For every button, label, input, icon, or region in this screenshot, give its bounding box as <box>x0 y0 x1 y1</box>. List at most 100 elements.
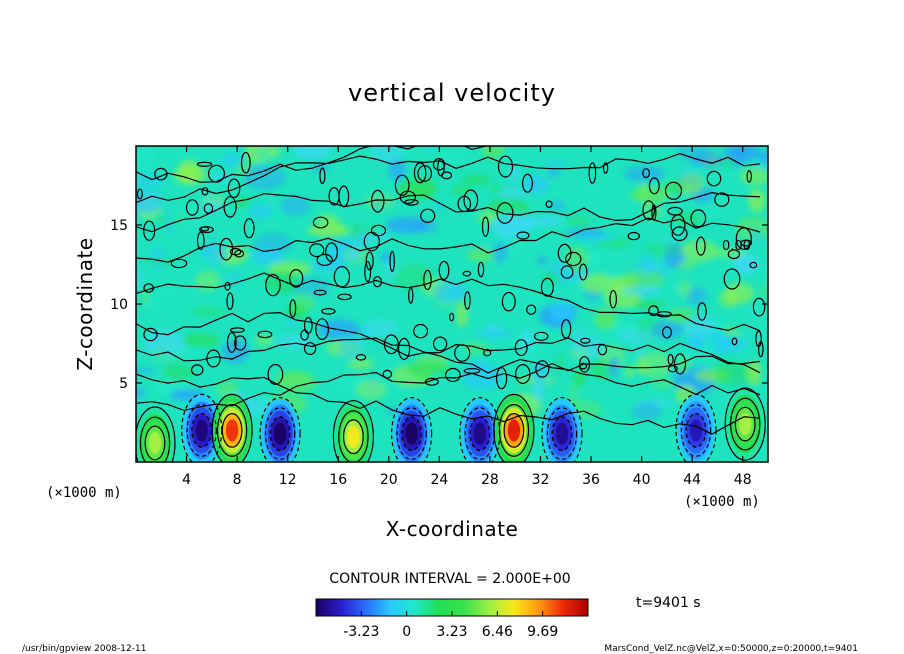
contour-loop <box>441 171 453 180</box>
contour-loop <box>541 397 583 462</box>
field-cells <box>136 389 765 462</box>
contour-loop <box>303 342 317 356</box>
x-unit-left: (×1000 m) <box>46 485 122 501</box>
texture-blob <box>569 382 578 406</box>
texture-blob <box>146 300 163 312</box>
contour-loop <box>389 250 395 272</box>
contour-value-label: 0.00 <box>722 239 751 254</box>
contour-loop <box>216 404 248 457</box>
texture-blob <box>250 247 285 265</box>
cell-ring <box>225 419 239 442</box>
contour-line <box>136 217 761 263</box>
contour-loop <box>697 302 707 321</box>
x-tick-label: 20 <box>380 472 398 488</box>
contour-loop <box>313 289 327 296</box>
contour-loop <box>671 226 688 242</box>
colorbar-tick-label: 3.23 <box>436 624 467 640</box>
texture-blob <box>695 208 726 215</box>
contour-loop <box>462 270 472 277</box>
texture-blob <box>508 163 519 182</box>
x-axis-ticks: 4 8 12 16 20 24 28 32 36 40 44 48 <box>182 146 752 488</box>
texture-blob <box>221 153 247 168</box>
contour-loop <box>565 251 582 267</box>
texture-blob <box>670 284 679 297</box>
contour-loop <box>648 305 659 317</box>
x-tick-label: 16 <box>329 472 347 488</box>
texture-blob <box>355 379 387 400</box>
contour-line <box>136 152 761 204</box>
contour-loop <box>493 393 535 462</box>
texture-blob <box>617 329 659 344</box>
texture-blob <box>621 270 665 290</box>
chart-title: vertical velocity <box>348 79 556 107</box>
texture-blob <box>550 299 574 323</box>
field-cell <box>213 395 252 462</box>
contour-loop <box>300 329 309 341</box>
plot-area: 0.00 <box>135 145 769 463</box>
contour-loop <box>316 253 333 266</box>
texture-blob <box>226 271 242 289</box>
texture-blob <box>358 227 381 234</box>
texture-blob <box>136 367 157 374</box>
texture-blob <box>496 186 527 201</box>
texture-blob <box>586 253 602 266</box>
texture-blob <box>347 249 361 260</box>
x-tick-label: 12 <box>279 472 297 488</box>
contour-loop <box>417 165 433 182</box>
texture-blob <box>177 159 201 185</box>
contour-loop <box>690 209 707 228</box>
texture-blob <box>642 252 652 275</box>
footer-left: /usr/bin/gpview 2008-12-11 <box>22 644 146 654</box>
contour-loop <box>727 249 741 260</box>
contour-loop <box>695 236 706 256</box>
contour-loop <box>364 261 372 283</box>
texture-blob <box>686 286 707 306</box>
contour-loop <box>370 224 387 237</box>
texture-blob <box>523 175 548 194</box>
texture-blob <box>264 270 300 294</box>
x-tick-label: 8 <box>233 472 242 488</box>
texture-blob <box>748 188 766 213</box>
texture-blob <box>291 276 330 297</box>
field-cell <box>494 395 533 462</box>
contour-loop <box>303 317 313 335</box>
texture-blob <box>146 258 176 265</box>
texture-blob <box>666 181 685 194</box>
texture-blob <box>522 295 547 302</box>
contour-line <box>136 272 761 332</box>
contour-loop <box>413 162 427 184</box>
texture-blob <box>481 146 505 159</box>
colorbar-tick-label: 6.46 <box>482 624 513 640</box>
contour-loop <box>229 247 242 256</box>
contour-line <box>136 337 761 396</box>
texture-blob <box>564 246 589 272</box>
contour-loop <box>627 231 641 241</box>
contour-loop <box>312 216 329 229</box>
field-cell <box>543 398 581 462</box>
contour-loop <box>609 289 618 309</box>
field-cell <box>392 398 431 462</box>
contour-loop <box>170 258 188 269</box>
contour-loop <box>332 400 374 462</box>
texture-blob <box>629 187 671 203</box>
contour-loop <box>319 167 326 185</box>
texture-blob <box>144 330 188 356</box>
contour-loop <box>540 277 554 297</box>
contour-loop <box>438 260 450 280</box>
texture-blob <box>203 257 215 264</box>
contour-loop <box>240 151 251 174</box>
texture-blob <box>455 302 469 328</box>
texture-blob <box>661 236 674 246</box>
contour-loop <box>578 263 588 281</box>
texture-blob <box>433 281 467 303</box>
texture-blob <box>607 322 639 333</box>
contour-loop <box>257 330 273 339</box>
contour-loop <box>731 337 738 346</box>
contour-loop <box>196 161 213 167</box>
contour-loop <box>648 177 660 195</box>
texture-blob <box>182 333 220 348</box>
cell-ring <box>195 419 208 442</box>
contour-lines <box>136 146 766 462</box>
contour-loop <box>706 170 722 187</box>
contour-loop <box>420 208 436 223</box>
